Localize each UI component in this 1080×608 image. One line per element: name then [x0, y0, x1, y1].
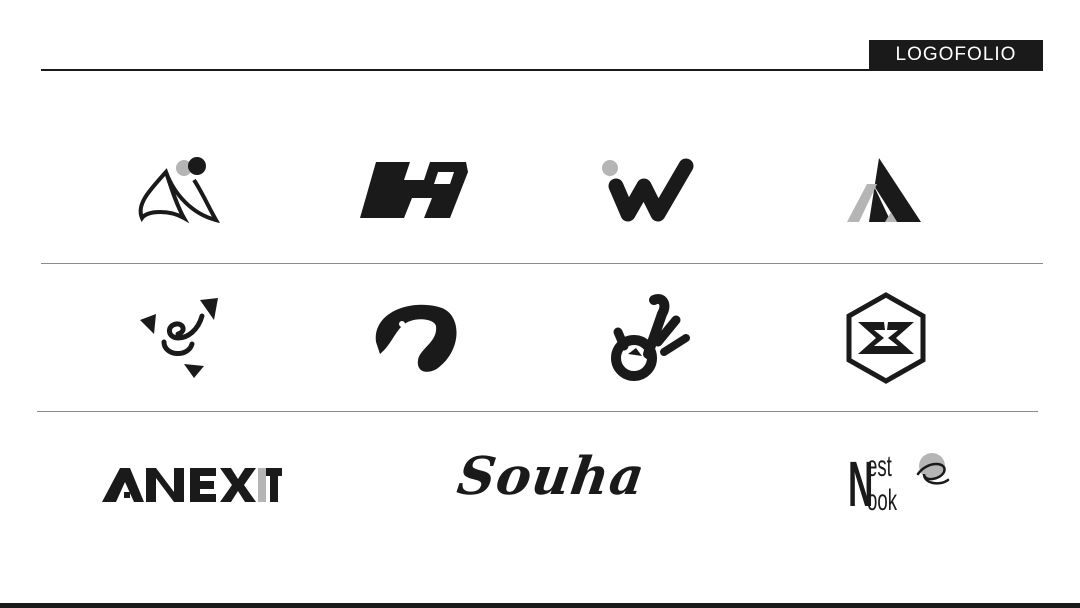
souha-wordmark: Souha [453, 446, 649, 507]
a-swirl-logo [136, 154, 222, 226]
bottom-bar [0, 603, 1080, 608]
row-divider [37, 411, 1038, 412]
triangle-swirl-logo [138, 296, 220, 378]
nest-nook-wordmark: N est ook [848, 450, 958, 522]
row-divider [41, 263, 1043, 264]
hexagon-x-logo [846, 292, 926, 384]
h-block-logo [358, 158, 470, 220]
eagle-logo [372, 302, 458, 374]
ok-hand-logo [608, 294, 692, 382]
header-rule [41, 69, 1043, 71]
w-dot-logo [598, 156, 698, 222]
nook-rest: ook [867, 484, 897, 517]
nest-initial: N [848, 448, 874, 520]
a-triangle-logo [845, 156, 923, 224]
nexit-wordmark: NEXIT [100, 462, 282, 508]
logofolio-badge: LOGOFOLIO [869, 40, 1043, 70]
nest-rest: est [867, 450, 892, 483]
